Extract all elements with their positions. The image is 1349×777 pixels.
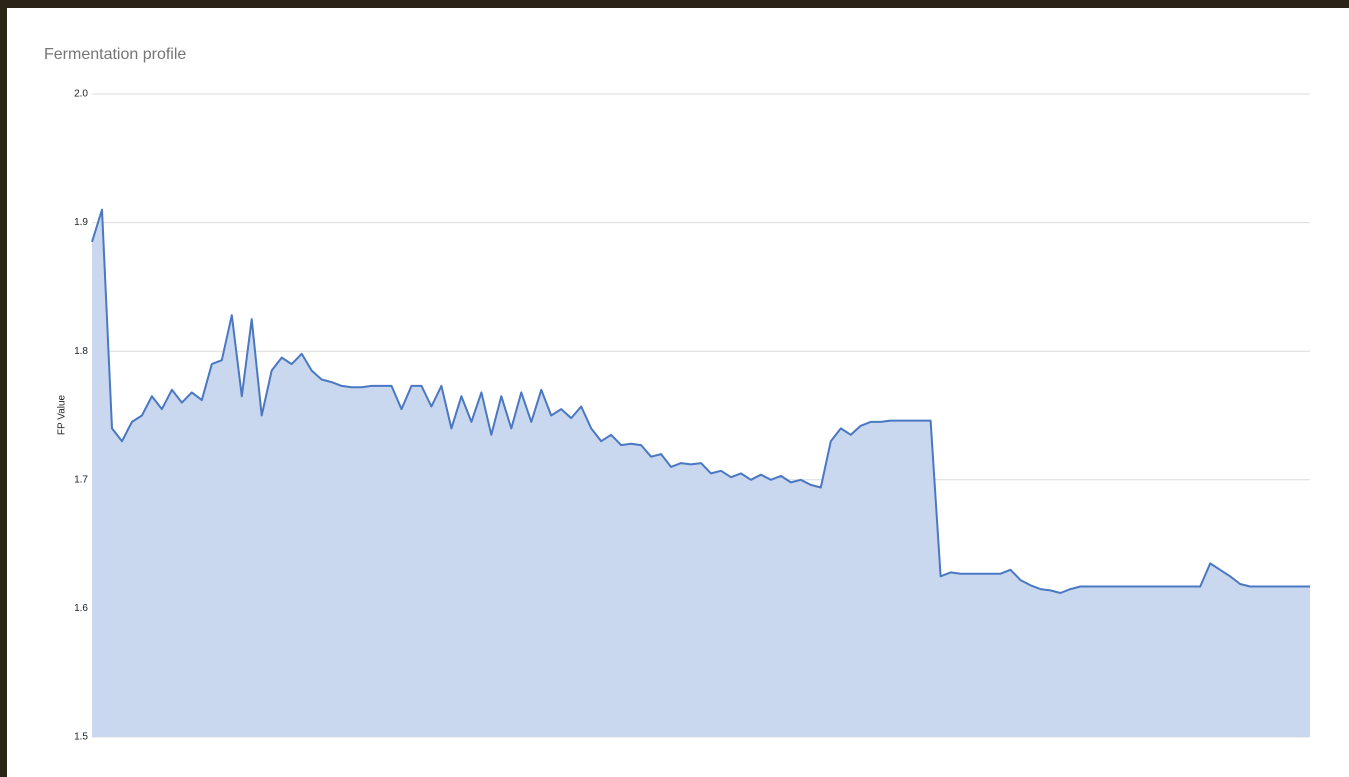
y-tick-label: 1.9 (74, 217, 88, 228)
y-axis-label: FP Value (57, 394, 68, 435)
y-tick-label: 1.7 (74, 474, 88, 485)
y-tick-label: 1.8 (74, 346, 88, 357)
chart-title: Fermentation profile (44, 46, 186, 63)
y-tick-label: 1.5 (74, 732, 88, 743)
y-tick-label: 2.0 (74, 89, 88, 100)
y-tick-label: 1.6 (74, 603, 88, 614)
area (92, 209, 1310, 737)
line (91, 208, 1310, 594)
